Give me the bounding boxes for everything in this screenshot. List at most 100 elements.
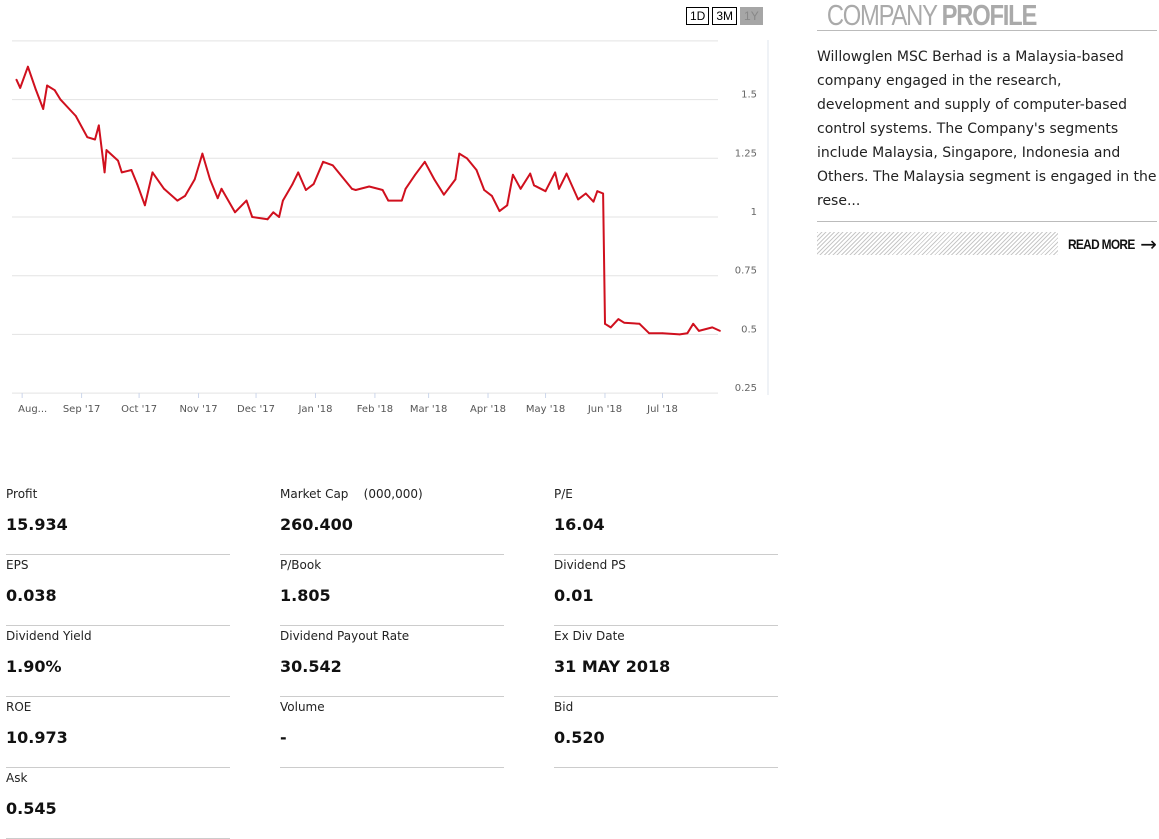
data-point xyxy=(533,184,535,187)
stat-value: - xyxy=(280,728,287,747)
range-3m-button[interactable]: 3M xyxy=(712,7,738,25)
data-point xyxy=(686,332,689,335)
stat-dividend-payout-rate: Dividend Payout Rate 30.542 xyxy=(280,626,504,697)
stat-volume: Volume - xyxy=(280,697,504,768)
stat-value: 15.934 xyxy=(6,515,68,534)
data-point xyxy=(414,173,417,176)
data-point xyxy=(506,204,509,207)
data-point xyxy=(368,185,371,188)
data-point xyxy=(97,124,100,127)
stat-value: 30.542 xyxy=(280,657,342,676)
data-point xyxy=(163,187,165,190)
stat-value: 10.973 xyxy=(6,728,68,747)
data-point xyxy=(251,216,254,218)
range-1y-button[interactable]: 1Y xyxy=(740,7,763,25)
arrow-right-icon[interactable]: → xyxy=(1140,231,1157,256)
data-point xyxy=(272,211,275,214)
y-tick-label: 0.25 xyxy=(735,383,757,394)
stat-profit: Profit 15.934 xyxy=(6,484,230,555)
data-point xyxy=(544,190,547,193)
x-tick-label: Oct '17 xyxy=(121,404,157,415)
data-point xyxy=(278,216,280,218)
price-line xyxy=(15,65,721,336)
x-tick-label: May '18 xyxy=(526,404,565,415)
stat-roe: ROE 10.973 xyxy=(6,697,230,768)
data-point xyxy=(42,108,45,110)
data-point xyxy=(609,326,612,329)
data-point xyxy=(617,318,620,321)
stat-value: 0.01 xyxy=(554,586,594,605)
stat-label: P/E xyxy=(554,487,573,501)
stat-label: Bid xyxy=(554,700,574,714)
stat-market-cap: Market Cap (000,000) 260.400 xyxy=(280,484,504,555)
stat-label: Volume xyxy=(280,700,325,714)
data-point xyxy=(592,200,595,203)
stat-eps: EPS 0.038 xyxy=(6,555,230,626)
data-point xyxy=(105,149,108,151)
data-point xyxy=(281,199,284,202)
data-point xyxy=(234,211,236,214)
stat-value: 1.805 xyxy=(280,586,331,605)
data-point xyxy=(46,84,48,87)
data-point xyxy=(554,171,557,174)
stat-value: 0.545 xyxy=(6,799,57,818)
x-tick-label: Jun '18 xyxy=(587,404,622,415)
range-buttons: 1D 3M 1Y xyxy=(686,7,763,25)
x-tick-label: Mar '18 xyxy=(410,404,448,415)
y-tick-label: 0.75 xyxy=(735,266,757,277)
data-point xyxy=(512,173,514,176)
data-point xyxy=(529,172,532,175)
data-point xyxy=(678,333,681,336)
stat-value: 260.400 xyxy=(280,515,353,534)
stat-label: Market Cap (000,000) xyxy=(280,487,423,501)
stat-label: Ask xyxy=(6,771,28,785)
profile-title: COMPANY PROFILE xyxy=(817,0,1096,32)
data-point xyxy=(558,187,560,190)
data-point xyxy=(209,178,211,181)
y-tick-label: 1.5 xyxy=(741,90,757,101)
data-point xyxy=(53,89,56,92)
x-tick-label: Dec '17 xyxy=(237,404,275,415)
range-1d-button[interactable]: 1D xyxy=(686,7,710,25)
read-more-link[interactable]: READ MORE xyxy=(1067,235,1135,252)
divider xyxy=(817,221,1157,222)
data-point xyxy=(220,187,223,190)
data-point xyxy=(201,152,204,155)
x-tick-label: Sep '17 xyxy=(63,404,101,415)
data-point xyxy=(711,326,714,329)
data-point xyxy=(565,172,568,175)
data-point xyxy=(458,152,461,155)
data-point xyxy=(623,321,626,324)
data-point xyxy=(596,190,599,193)
data-point xyxy=(638,322,641,325)
data-point xyxy=(483,189,486,191)
profile-title-bold: PROFILE xyxy=(941,0,1038,32)
data-point xyxy=(381,189,384,191)
data-point xyxy=(130,169,133,171)
y-tick-label: 0.5 xyxy=(741,324,757,335)
data-point xyxy=(692,322,695,325)
data-point xyxy=(400,199,403,202)
data-point xyxy=(331,164,334,167)
x-tick-label: Nov '17 xyxy=(179,404,217,415)
company-profile: COMPANY PROFILE Willowglen MSC Berhad is… xyxy=(817,0,1157,256)
data-point xyxy=(602,192,604,195)
data-point xyxy=(519,187,522,190)
profile-title-light: COMPANY xyxy=(826,0,938,32)
stat-label: P/Book xyxy=(280,558,322,572)
stat-label: Ex Div Date xyxy=(554,629,625,643)
data-point xyxy=(27,65,29,68)
data-point xyxy=(297,171,300,174)
data-point xyxy=(351,187,353,190)
data-point xyxy=(698,329,700,332)
stat-ask: Ask 0.545 xyxy=(6,768,230,839)
data-point xyxy=(604,322,606,325)
data-point xyxy=(143,204,146,207)
data-point xyxy=(312,183,315,186)
stat-label: Dividend Payout Rate xyxy=(280,629,410,643)
data-point xyxy=(443,193,445,196)
stat-dividend-ps: Dividend PS 0.01 xyxy=(554,555,778,626)
data-point xyxy=(151,171,154,174)
stats-grid: Profit 15.934 Market Cap (000,000) 260.400 P… xyxy=(6,484,778,839)
data-point xyxy=(193,178,196,181)
